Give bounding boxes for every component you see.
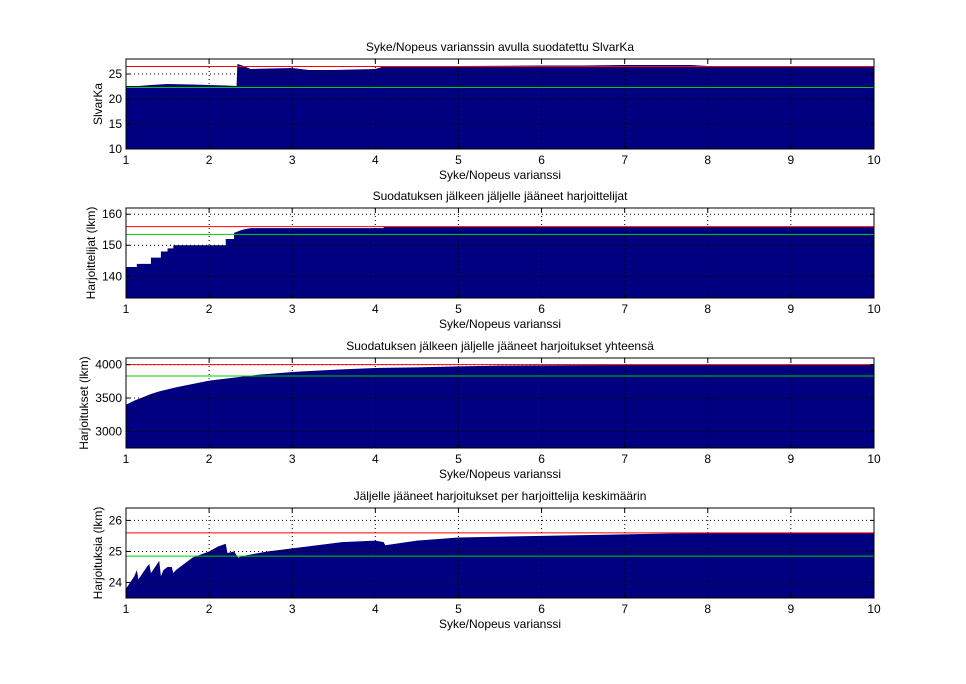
chart-4: 1 2 3 4 5 6 7 8 9 10 24 25 26 Jäljelle jääneet harjoi…	[91, 489, 881, 631]
x-tick-label: 8	[704, 602, 711, 616]
y-tick-label: 3500	[95, 391, 122, 405]
chart-title: Jäljelle jääneet harjoitukset per harjoi…	[354, 489, 647, 503]
x-tick-label: 1	[123, 452, 130, 466]
x-axis-label: Syke/Nopeus varianssi	[439, 168, 561, 182]
x-tick-label: 4	[372, 602, 379, 616]
x-tick-label: 2	[206, 602, 213, 616]
chart-1: 1 2 3 4 5 6 7 8 9 10 10 15 20 25 Syke/Nopeus varianssi…	[91, 40, 881, 182]
x-tick-label: 3	[289, 452, 296, 466]
x-tick-label: 10	[867, 302, 881, 316]
x-tick-label: 7	[621, 452, 628, 466]
chart-2: 1 2 3 4 5 6 7 8 9 10 140 150 160 Suodatuksen jälkeen …	[84, 189, 881, 331]
y-tick-label: 25	[109, 544, 123, 558]
chart-3: 1 2 3 4 5 6 7 8 9 10 3000 3500 4000 Suodatuksen jälke…	[77, 339, 881, 481]
x-tick-label: 9	[788, 153, 795, 167]
y-tick-label: 15	[109, 117, 123, 131]
x-tick-label: 3	[289, 602, 296, 616]
x-tick-label: 8	[704, 153, 711, 167]
x-tick-label: 7	[621, 302, 628, 316]
x-tick-label: 1	[123, 153, 130, 167]
x-tick-label: 4	[372, 452, 379, 466]
y-tick-label: 4000	[95, 358, 122, 372]
x-tick-label: 7	[621, 602, 628, 616]
axes-frame	[125, 507, 875, 599]
y-tick-label: 160	[102, 207, 122, 221]
x-tick-label: 6	[538, 302, 545, 316]
y-tick-label: 10	[109, 142, 123, 156]
x-tick-label: 2	[206, 302, 213, 316]
axes-frame	[125, 58, 875, 150]
x-axis-label: Syke/Nopeus varianssi	[439, 317, 561, 331]
y-tick-label: 20	[109, 92, 123, 106]
x-tick-label: 10	[867, 452, 881, 466]
x-tick-label: 1	[123, 602, 130, 616]
axes-frame	[125, 357, 875, 449]
x-tick-label: 3	[289, 153, 296, 167]
x-tick-label: 8	[704, 302, 711, 316]
y-tick-label: 140	[102, 269, 122, 283]
x-tick-label: 2	[206, 452, 213, 466]
x-tick-label: 3	[289, 302, 296, 316]
x-tick-label: 1	[123, 302, 130, 316]
x-tick-label: 9	[788, 452, 795, 466]
series-area	[126, 64, 874, 149]
x-tick-label: 9	[788, 302, 795, 316]
y-axis-label: Harjoitukset (lkm)	[77, 356, 91, 449]
x-tick-label: 5	[455, 302, 462, 316]
axes-frame	[125, 207, 875, 299]
x-tick-label: 10	[867, 153, 881, 167]
y-axis-label: Harjoituksia (lkm)	[91, 507, 105, 600]
chart-title: Suodatuksen jälkeen jäljelle jääneet har…	[373, 189, 629, 203]
x-tick-label: 4	[372, 153, 379, 167]
y-tick-label: 24	[109, 575, 123, 589]
x-tick-label: 2	[206, 153, 213, 167]
y-tick-label: 3000	[95, 424, 122, 438]
chart-title: Suodatuksen jälkeen jäljelle jääneet har…	[346, 339, 654, 353]
x-tick-label: 8	[704, 452, 711, 466]
x-tick-label: 9	[788, 602, 795, 616]
x-tick-label: 6	[538, 602, 545, 616]
y-tick-label: 25	[109, 67, 123, 81]
y-tick-label: 150	[102, 238, 122, 252]
series-area	[126, 364, 874, 448]
x-tick-label: 6	[538, 153, 545, 167]
x-tick-label: 4	[372, 302, 379, 316]
x-tick-label: 5	[455, 153, 462, 167]
x-axis-label: Syke/Nopeus varianssi	[439, 467, 561, 481]
y-tick-label: 26	[109, 513, 123, 527]
series-area	[126, 532, 874, 598]
x-tick-label: 7	[621, 153, 628, 167]
y-axis-label: Harjoittelijat (lkm)	[84, 207, 98, 300]
x-tick-label: 5	[455, 452, 462, 466]
x-tick-label: 10	[867, 602, 881, 616]
x-axis-label: Syke/Nopeus varianssi	[439, 617, 561, 631]
x-tick-label: 5	[455, 602, 462, 616]
series-area	[126, 226, 874, 298]
y-axis-label: SlvarKa	[91, 83, 105, 125]
chart-title: Syke/Nopeus varianssin avulla suodatettu…	[366, 40, 634, 54]
x-tick-label: 6	[538, 452, 545, 466]
